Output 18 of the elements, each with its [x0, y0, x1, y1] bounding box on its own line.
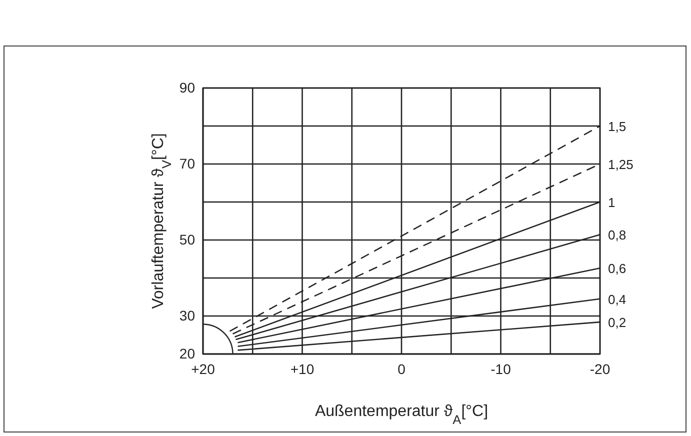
x-tick-label: -20: [590, 360, 610, 377]
series-label: 1,25: [608, 157, 634, 172]
series-label: 0,4: [608, 292, 626, 307]
series-label: 0,8: [608, 228, 626, 243]
y-tick-label: 70: [179, 155, 196, 172]
x-tick-label: +20: [191, 360, 216, 377]
x-axis-title: Außentemperatur ϑ$_{A}$[°C]: [314, 403, 488, 426]
series-label: 1,5: [608, 119, 626, 134]
x-tick-label: +10: [290, 360, 314, 377]
y-tick-label: 30: [179, 307, 196, 324]
y-tick-label: 20: [179, 345, 196, 362]
y-tick-label: 90: [179, 79, 196, 96]
series-label: 0,6: [608, 261, 626, 276]
series-label: 1: [608, 195, 616, 210]
y-tick-label: 50: [179, 231, 196, 248]
x-tick-label: -10: [490, 360, 512, 377]
x-tick-label: 0: [398, 360, 406, 377]
series-label: 0,2: [608, 315, 626, 330]
